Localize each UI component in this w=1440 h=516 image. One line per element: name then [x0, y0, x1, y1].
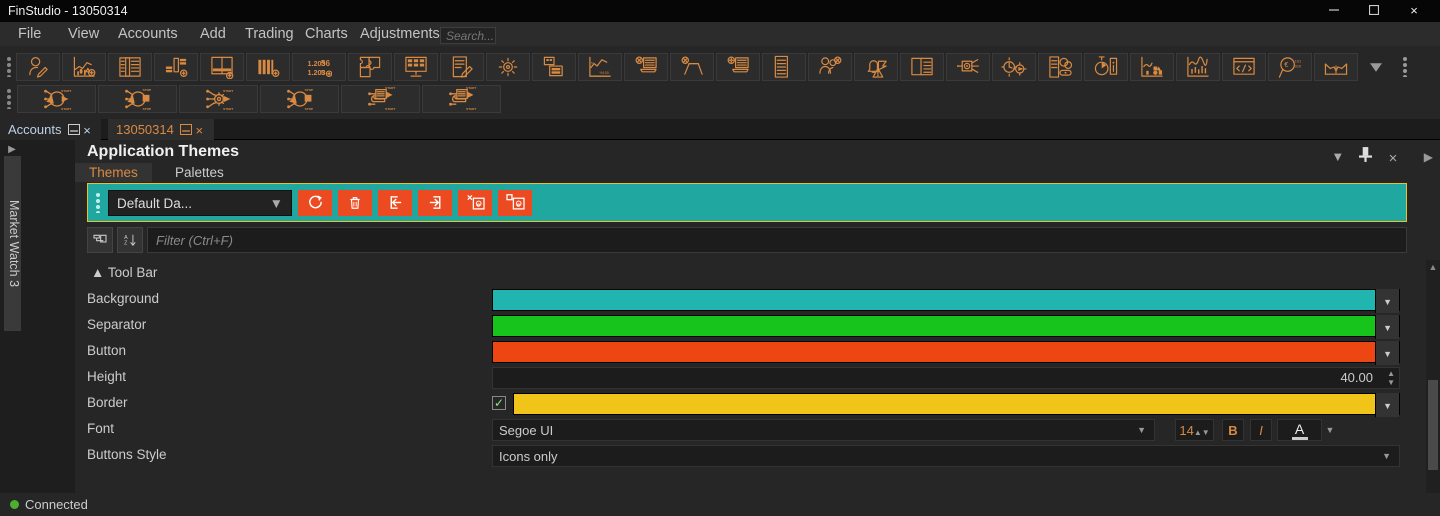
svg-text:STOP: STOP	[142, 88, 150, 92]
svg-text:START: START	[61, 107, 71, 111]
svg-text:STOP: STOP	[304, 88, 312, 92]
svg-text:START: START	[466, 107, 476, 111]
svg-text:START: START	[61, 89, 71, 93]
svg-text:START: START	[385, 86, 395, 90]
svg-text:START: START	[223, 107, 233, 111]
svg-text:Z: Z	[124, 241, 128, 247]
svg-text:START: START	[466, 86, 476, 90]
svg-text:A: A	[124, 235, 128, 241]
svg-text:5: 5	[321, 68, 325, 77]
svg-text:STOP: STOP	[304, 107, 312, 111]
svg-text:STOP: STOP	[142, 107, 150, 111]
svg-text:%100: %100	[600, 71, 609, 75]
svg-text:START: START	[385, 107, 395, 111]
svg-text:101: 101	[1295, 60, 1301, 64]
svg-text:€: €	[1284, 60, 1288, 69]
svg-text:010: 010	[1295, 64, 1301, 68]
svg-text:START: START	[223, 89, 233, 93]
svg-text:56: 56	[321, 59, 331, 68]
